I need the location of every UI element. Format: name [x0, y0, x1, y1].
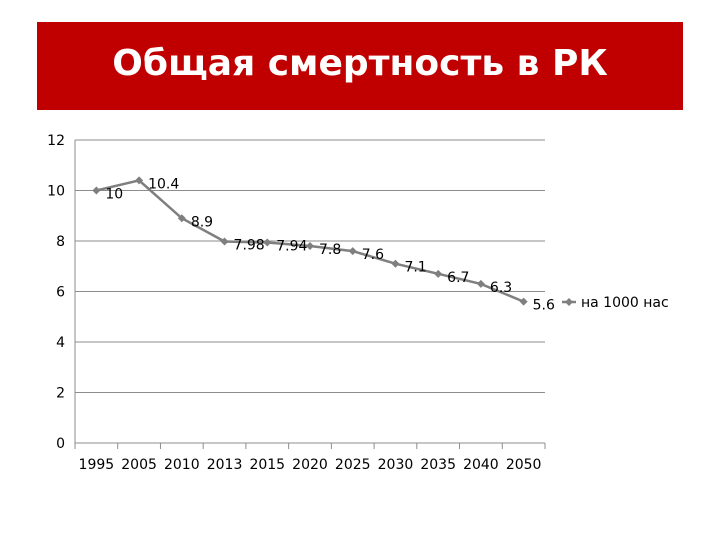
x-tick-label: 2035	[420, 457, 456, 473]
y-tick-label: 6	[56, 285, 65, 301]
x-tick-label: 1995	[79, 457, 115, 473]
x-tick-label: 2030	[378, 457, 414, 473]
y-tick-label: 4	[56, 335, 65, 351]
title-banner: Общая смертность в РК	[37, 22, 683, 110]
data-label: 8.9	[191, 214, 213, 230]
data-point-marker	[135, 176, 144, 185]
x-tick-label: 2025	[335, 457, 371, 473]
legend-label: на 1000 нас	[581, 295, 669, 311]
chart-title: Общая смертность в РК	[112, 42, 608, 84]
data-point-marker	[348, 247, 357, 256]
y-tick-label: 0	[56, 436, 65, 452]
data-label: 10.4	[148, 176, 179, 192]
legend: на 1000 нас	[562, 295, 669, 311]
data-point-marker	[306, 242, 314, 251]
x-tick-label: 2040	[463, 457, 499, 473]
data-point-marker	[177, 214, 186, 223]
x-tick-label: 2015	[249, 457, 285, 473]
y-tick-label: 10	[47, 184, 65, 200]
data-label: 5.6	[533, 298, 555, 314]
axes	[74, 140, 546, 449]
data-label: 7.6	[362, 247, 384, 263]
data-label: 7.8	[319, 242, 341, 258]
data-point-marker	[391, 259, 400, 268]
data-label: 6.7	[447, 270, 469, 286]
data-point-marker	[220, 237, 229, 246]
series-line	[92, 176, 528, 306]
data-labels: 10 10.4 8.9 7.98 7.94 7.8 7.6 7.1 6.7 6.3 5.6	[105, 176, 555, 313]
data-point-marker	[263, 238, 272, 247]
gridlines	[75, 139, 545, 393]
y-axis-ticks: 0 2 4 6 8 10 12	[47, 133, 65, 452]
x-tick-label: 2013	[207, 457, 243, 473]
data-label: 10	[105, 187, 123, 203]
data-point-marker	[476, 279, 485, 288]
y-tick-label: 2	[56, 386, 65, 402]
data-label: 7.94	[276, 239, 307, 255]
data-point-marker	[434, 269, 443, 278]
legend-marker	[565, 298, 573, 306]
x-tick-label: 2005	[121, 457, 157, 473]
data-label: 6.3	[490, 280, 512, 296]
x-tick-label: 2020	[292, 457, 328, 473]
data-point-marker	[519, 297, 528, 306]
data-label: 7.1	[404, 260, 426, 276]
data-point-marker	[92, 186, 101, 195]
y-tick-label: 12	[47, 133, 65, 149]
x-tick-label: 2050	[506, 457, 542, 473]
x-tick-label: 2010	[164, 457, 200, 473]
y-tick-label: 8	[56, 234, 65, 250]
x-axis-ticks: 1995 2005 2010 2013 2015 2020 2025 2030 2035 2040…	[79, 457, 542, 473]
data-label: 7.98	[234, 238, 265, 254]
